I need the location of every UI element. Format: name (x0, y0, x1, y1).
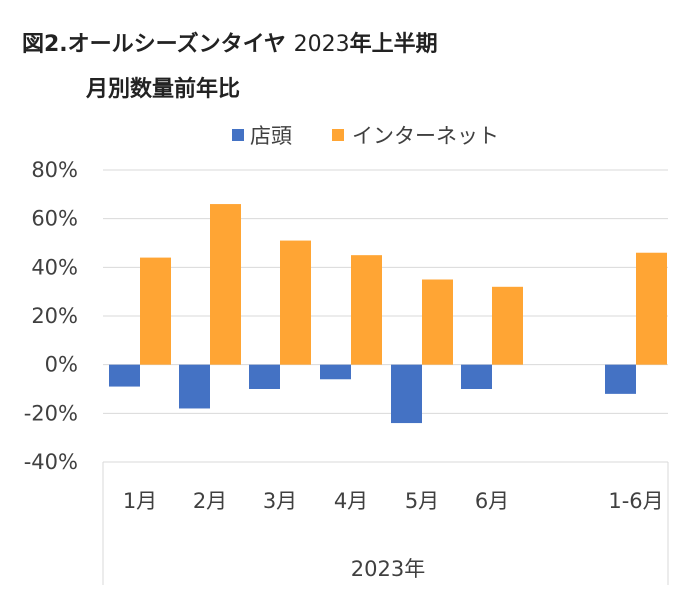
chart-title-line1: 図2.オールシーズンタイヤ 2023年上半期 (22, 26, 438, 58)
bar-internet (351, 255, 382, 365)
bars (109, 204, 667, 424)
legend-swatch-0 (232, 129, 244, 141)
bar-internet (280, 240, 311, 365)
title-suffix: 年上半期 (349, 32, 438, 57)
y-tick-label: 0% (45, 353, 78, 377)
x-tick-label: 1-6月 (608, 489, 663, 513)
y-tick-label: 20% (31, 304, 78, 328)
y-tick-label: -40% (24, 450, 78, 474)
x-tick-label: 4月 (334, 489, 368, 513)
bar-internet (422, 279, 453, 365)
bar-store (605, 364, 636, 394)
y-tick-label: 80% (31, 158, 78, 182)
x-tick-label: 1月 (123, 489, 157, 513)
figure-number: 図2. (22, 32, 68, 57)
bar-store (179, 364, 210, 409)
title-year: 2023 (293, 32, 350, 57)
x-axis: 1月 2月 3月 4月 5月 6月 1-6月 2023年 (102, 462, 669, 585)
gridlines (103, 169, 668, 463)
bar-store (109, 364, 140, 387)
bar-internet (492, 286, 523, 365)
bar-store (461, 364, 492, 389)
legend-label-1: インターネット (352, 124, 499, 148)
legend-swatch-1 (332, 129, 344, 141)
y-tick-label: -20% (24, 401, 78, 425)
bar-store (320, 364, 351, 380)
y-tick-label: 60% (31, 207, 78, 231)
bar-store (391, 364, 422, 424)
bar-internet (210, 204, 241, 365)
bar-internet (636, 252, 667, 365)
bar-store (249, 364, 280, 389)
x-tick-label: 3月 (263, 489, 297, 513)
legend: 店頭 インターネット (232, 124, 499, 148)
bar-internet (140, 257, 171, 365)
x-tick-label: 6月 (475, 489, 509, 513)
y-tick-label: 40% (31, 255, 78, 279)
chart-title-line2: 月別数量前年比 (86, 77, 241, 102)
x-tick-label: 5月 (405, 489, 439, 513)
x-tick-label: 2月 (193, 489, 227, 513)
x-group-label: 2023年 (351, 557, 425, 581)
y-axis: 80% 60% 40% 20% 0% -20% -40% (24, 158, 78, 474)
title-main: オールシーズンタイヤ (67, 32, 286, 57)
legend-label-0: 店頭 (250, 124, 292, 148)
